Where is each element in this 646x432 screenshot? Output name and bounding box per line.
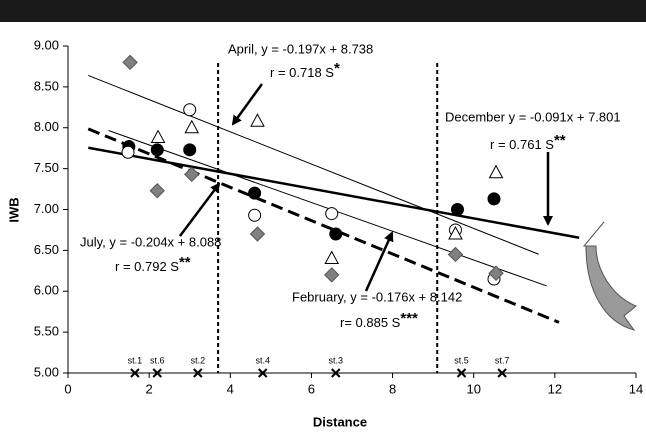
point [250,113,265,127]
y-axis-label: IWB [6,197,21,222]
regression-line [108,130,547,287]
r-value: r = 0.792 S [115,259,179,274]
point [324,250,340,265]
point [249,226,266,242]
point [448,225,463,240]
point [184,119,200,134]
station-cross [258,368,268,378]
station-marker [130,368,140,378]
y-tick-label: 8.50 [34,78,59,93]
point [324,267,340,283]
significance: *** [400,310,418,327]
station-cross [130,368,140,378]
significance: ** [179,254,191,271]
station-cross [331,368,341,378]
x-tick-label: 2 [146,381,153,396]
regression-line [88,75,539,255]
point [248,186,262,200]
r-label: r= 0.885 S*** [340,310,418,330]
arrows [179,83,637,331]
header-bar [0,0,646,22]
point [488,164,504,179]
equation-label: July, y = -0.204x + 8.088 [80,234,221,249]
station-label: st.7 [495,355,510,365]
x-tick-label: 10 [466,381,480,396]
equation-label: December y = -0.091x + 7.801 [445,109,621,124]
station-cross [193,368,203,378]
curved-arrow [582,221,637,331]
y-tick-label: 8.00 [34,119,59,134]
arrow [179,182,221,237]
station-cross [152,368,162,378]
significance: * [334,60,340,77]
point [447,246,464,263]
station-marker [456,368,467,378]
point [121,145,135,159]
r-label: r = 0.761 S** [490,132,566,152]
station-label: st.5 [454,355,469,365]
station-marker [331,368,341,378]
station-label: st.1 [128,355,143,365]
point [122,54,138,71]
y-tick-label: 9.00 [34,37,59,52]
x-axis-label: Distance [313,414,367,429]
equation-label: April, y = -0.197x + 8.738 [228,41,373,56]
x-tick-label: 0 [64,381,71,396]
point [248,208,262,222]
y-tick-label: 5.00 [34,364,59,379]
arrow [231,83,264,126]
point [184,166,200,183]
station-label: st.4 [255,355,270,365]
y-tick-label: 6.50 [34,242,59,257]
y-tick-label: 7.00 [34,201,59,216]
significance: ** [554,132,566,149]
station-marker [497,368,507,378]
station-label: st.3 [329,355,344,365]
point [488,265,504,281]
station-cross [456,368,467,378]
point [150,129,166,144]
r-value: r = 0.718 S [270,65,334,80]
regression-line [88,146,580,239]
x-tick-label: 6 [308,381,315,396]
r-label: r = 0.792 S** [115,254,191,274]
y-tick-label: 5.50 [34,324,59,339]
station-label: st.6 [150,355,165,365]
point [325,207,339,221]
y-tick-label: 6.00 [34,283,59,298]
r-label: r = 0.718 S* [270,60,340,80]
r-value: r = 0.761 S [490,137,554,152]
station-marker [193,368,203,378]
point [183,143,197,157]
regression-line [87,127,560,324]
point [150,143,164,157]
point [329,227,343,241]
arrow [364,231,394,292]
point [183,103,197,117]
point [487,192,501,206]
y-tick-label: 7.50 [34,160,59,175]
x-tick-label: 4 [227,381,234,396]
x-tick-label: 8 [389,381,396,396]
point [450,203,464,216]
point [149,182,165,199]
station-marker [258,368,268,378]
equation-label: February, y = -0.176x + 8.142 [292,289,462,304]
station-cross [497,368,507,378]
x-tick-label: 14 [629,381,643,396]
x-tick-label: 12 [548,381,562,396]
station-marker [152,368,162,378]
station-label: st.2 [191,355,206,365]
r-value: r= 0.885 S [340,315,401,330]
